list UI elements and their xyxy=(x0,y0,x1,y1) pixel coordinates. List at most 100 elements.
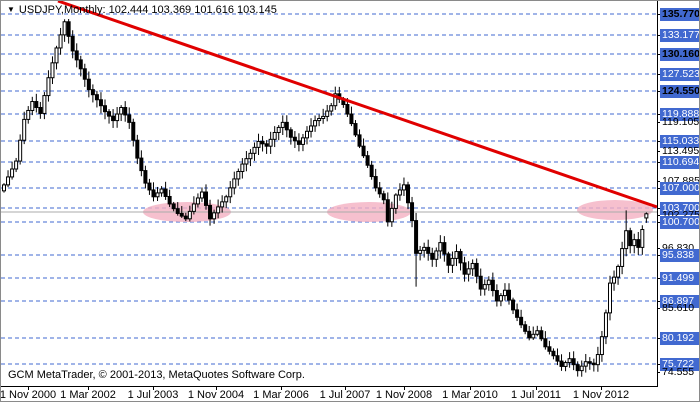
candle[interactable] xyxy=(502,283,507,301)
candle[interactable] xyxy=(98,92,103,114)
candle[interactable] xyxy=(531,326,536,340)
candle[interactable] xyxy=(527,325,532,341)
candle[interactable] xyxy=(406,181,410,210)
candle[interactable] xyxy=(216,199,221,219)
candle[interactable] xyxy=(187,205,192,222)
candle[interactable] xyxy=(434,247,439,267)
candle[interactable] xyxy=(135,134,140,165)
candle[interactable] xyxy=(309,118,314,138)
chart-dropdown-icon[interactable]: ▼ xyxy=(7,5,15,14)
candle[interactable] xyxy=(147,178,152,195)
candle[interactable] xyxy=(26,106,31,124)
candle[interactable] xyxy=(155,186,160,202)
candle[interactable] xyxy=(393,193,398,214)
candle[interactable] xyxy=(563,360,568,372)
candle[interactable] xyxy=(474,258,479,284)
candle[interactable] xyxy=(603,309,608,345)
candle[interactable] xyxy=(2,183,6,193)
candle[interactable] xyxy=(490,272,495,297)
candle[interactable] xyxy=(183,212,188,222)
candle[interactable] xyxy=(284,115,289,138)
candle[interactable] xyxy=(624,210,629,257)
candle[interactable] xyxy=(119,105,124,122)
candle[interactable] xyxy=(450,251,455,273)
candle[interactable] xyxy=(547,340,552,355)
candle[interactable] xyxy=(191,196,196,215)
candle[interactable] xyxy=(628,227,633,254)
candle[interactable] xyxy=(535,325,540,337)
candle[interactable] xyxy=(103,99,107,120)
candle[interactable] xyxy=(430,247,435,267)
candle[interactable] xyxy=(115,107,120,128)
candle[interactable] xyxy=(373,168,378,192)
candle[interactable] xyxy=(523,321,528,335)
candle[interactable] xyxy=(204,184,208,210)
candle[interactable] xyxy=(365,150,370,168)
candle[interactable] xyxy=(280,115,285,136)
candle[interactable] xyxy=(466,261,471,282)
candle[interactable] xyxy=(462,256,467,282)
candle[interactable] xyxy=(515,303,520,322)
candle[interactable] xyxy=(595,346,600,372)
candle[interactable] xyxy=(446,251,451,273)
candle[interactable] xyxy=(583,353,588,373)
candle[interactable] xyxy=(30,96,35,116)
candle[interactable] xyxy=(159,186,164,197)
candle[interactable] xyxy=(426,239,431,261)
candle[interactable] xyxy=(329,102,334,116)
candle[interactable] xyxy=(482,279,487,296)
candle[interactable] xyxy=(410,196,415,228)
candle[interactable] xyxy=(442,236,447,262)
candle[interactable] xyxy=(74,43,79,68)
candle[interactable] xyxy=(612,270,617,291)
candle[interactable] xyxy=(458,248,463,271)
candle[interactable] xyxy=(543,331,548,350)
candle[interactable] xyxy=(46,70,51,102)
candle[interactable] xyxy=(38,101,43,119)
candle[interactable] xyxy=(296,133,301,152)
candle[interactable] xyxy=(212,209,217,224)
candle[interactable] xyxy=(414,212,419,287)
candle[interactable] xyxy=(438,235,443,259)
candle[interactable] xyxy=(111,109,116,128)
candle[interactable] xyxy=(123,101,128,122)
candle[interactable] xyxy=(248,149,253,167)
candle[interactable] xyxy=(195,193,200,208)
candle[interactable] xyxy=(325,104,330,122)
candle[interactable] xyxy=(224,194,229,208)
candle[interactable] xyxy=(571,351,576,371)
candle[interactable] xyxy=(34,93,39,113)
candle[interactable] xyxy=(470,259,475,276)
candle[interactable] xyxy=(401,177,406,197)
candle[interactable] xyxy=(6,170,11,188)
candle[interactable] xyxy=(599,330,604,362)
candle[interactable] xyxy=(551,348,556,360)
candle[interactable] xyxy=(179,206,184,218)
candle[interactable] xyxy=(175,202,180,216)
candle[interactable] xyxy=(18,134,23,165)
candle[interactable] xyxy=(167,189,172,207)
candle[interactable] xyxy=(22,111,27,145)
candle[interactable] xyxy=(131,118,136,147)
candle[interactable] xyxy=(62,19,67,42)
candle[interactable] xyxy=(361,138,366,159)
candle[interactable] xyxy=(66,19,71,44)
candle[interactable] xyxy=(349,106,354,127)
candle[interactable] xyxy=(288,127,293,145)
chart-plot-area[interactable] xyxy=(1,1,658,387)
candle[interactable] xyxy=(14,157,19,173)
candle[interactable] xyxy=(94,90,99,108)
candle[interactable] xyxy=(357,129,362,149)
candle[interactable] xyxy=(260,136,265,152)
candle[interactable] xyxy=(575,361,580,377)
candle[interactable] xyxy=(276,125,281,141)
candle[interactable] xyxy=(369,160,374,180)
candle[interactable] xyxy=(494,284,499,307)
candle[interactable] xyxy=(313,115,318,132)
candle[interactable] xyxy=(636,231,641,255)
candle[interactable] xyxy=(199,187,204,202)
candle[interactable] xyxy=(486,276,491,291)
candle[interactable] xyxy=(139,150,144,177)
candle[interactable] xyxy=(86,71,91,98)
candle[interactable] xyxy=(397,183,402,201)
